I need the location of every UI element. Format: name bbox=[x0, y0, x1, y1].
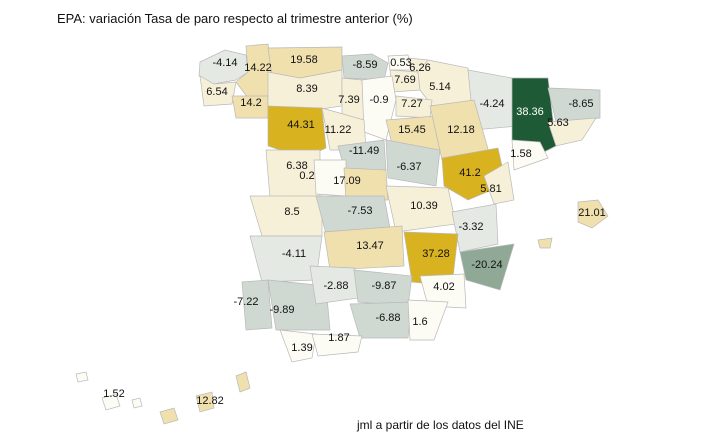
value-label-a-coruna: -4.14 bbox=[212, 57, 237, 69]
value-label-pontevedra: 6.54 bbox=[206, 86, 227, 98]
value-label-almeria: 1.6 bbox=[412, 316, 427, 328]
province-almeria bbox=[407, 299, 449, 341]
value-label-caceres: 8.5 bbox=[284, 206, 299, 218]
value-label-gipuzkoa: 6.26 bbox=[409, 62, 430, 74]
value-label-granada: -6.88 bbox=[375, 312, 400, 324]
value-label-murcia: 4.02 bbox=[433, 281, 454, 293]
value-label-albacete: 37.28 bbox=[422, 248, 450, 260]
value-label-avila: 0.2 bbox=[299, 170, 314, 182]
value-label-sevilla: -9.89 bbox=[269, 304, 294, 316]
value-label-lleida: 38.36 bbox=[516, 106, 544, 118]
province-santa-cruz-de-tenerife bbox=[75, 371, 143, 411]
province-huelva bbox=[241, 279, 273, 331]
value-label-alava: 7.69 bbox=[394, 74, 415, 86]
value-label-tarragona: 1.58 bbox=[510, 148, 531, 160]
value-label-jaen: -9.87 bbox=[371, 280, 396, 292]
value-label-teruel: 41.2 bbox=[459, 167, 480, 179]
value-label-cordoba: -2.88 bbox=[323, 280, 348, 292]
value-label-baleares: 21.01 bbox=[578, 207, 606, 219]
value-label-valencia: -3.32 bbox=[458, 221, 483, 233]
province-guadalajara bbox=[385, 139, 441, 187]
value-label-cuenca: 10.39 bbox=[410, 200, 438, 212]
province-las-palmas bbox=[159, 371, 251, 425]
value-label-zamora: 44.31 bbox=[287, 119, 315, 131]
value-label-salamanca: 6.38 bbox=[286, 160, 307, 172]
value-label-malaga: 1.87 bbox=[328, 332, 349, 344]
province-murcia bbox=[419, 273, 467, 309]
province-cantabria bbox=[341, 53, 389, 81]
province-granada bbox=[349, 301, 413, 339]
value-label-burgos: -0.9 bbox=[370, 94, 389, 106]
value-label-cadiz: 1.39 bbox=[291, 342, 312, 354]
value-label-lugo: 14.22 bbox=[244, 62, 272, 74]
value-label-girona: -8.65 bbox=[568, 98, 593, 110]
value-label-leon: 8.39 bbox=[296, 83, 317, 95]
value-label-guadalajara: -6.37 bbox=[396, 161, 421, 173]
value-label-alicante: -20.24 bbox=[471, 259, 502, 271]
province-tarragona bbox=[511, 139, 549, 171]
province-barcelona bbox=[547, 117, 597, 147]
value-label-valladolid: 11.22 bbox=[325, 124, 352, 136]
value-label-ourense: 14.2 bbox=[240, 97, 261, 109]
value-label-ciudad-real: 13.47 bbox=[356, 240, 384, 252]
value-label-santa-cruz-de-tenerife: 1.52 bbox=[103, 388, 124, 400]
value-label-badajoz: -4.11 bbox=[282, 248, 306, 260]
value-label-las-palmas: 12.82 bbox=[196, 395, 224, 407]
value-label-la-rioja: 7.27 bbox=[401, 98, 422, 110]
province-madrid bbox=[343, 167, 389, 201]
province-castellon bbox=[483, 161, 515, 205]
value-label-madrid: 17.09 bbox=[333, 175, 361, 187]
value-label-soria: 15.45 bbox=[398, 124, 426, 136]
value-label-barcelona: 5.63 bbox=[547, 117, 568, 129]
value-label-huesca: -4.24 bbox=[479, 98, 504, 110]
province-baleares bbox=[537, 199, 609, 249]
value-label-toledo: -7.53 bbox=[347, 205, 372, 217]
province-cadiz bbox=[279, 329, 317, 363]
province-pontevedra bbox=[199, 75, 237, 107]
province-layer bbox=[75, 43, 609, 425]
value-label-zaragoza: 12.18 bbox=[447, 124, 475, 136]
province-girona bbox=[547, 87, 601, 123]
province-malaga bbox=[311, 333, 363, 357]
source-credit: jml a partir de los datos del INE bbox=[357, 418, 524, 432]
value-label-castellon: 5.81 bbox=[480, 183, 501, 195]
value-label-cantabria: -8.59 bbox=[352, 59, 377, 71]
value-label-palencia: 7.39 bbox=[338, 94, 359, 106]
value-label-layer: -4.14 14.22 19.58 -8.59 0.536.267.69 5.14 6.54… bbox=[103, 54, 605, 407]
map-title: EPA: variación Tasa de paro respecto al … bbox=[57, 11, 413, 26]
value-label-navarra: 5.14 bbox=[429, 81, 450, 93]
value-label-asturias: 19.58 bbox=[290, 54, 318, 66]
value-label-segovia: -11.49 bbox=[349, 145, 379, 157]
province-ciudad-real bbox=[323, 225, 405, 271]
province-alicante bbox=[459, 243, 515, 291]
value-label-bizkaia: 0.53 bbox=[390, 57, 411, 69]
value-label-huelva: -7.22 bbox=[233, 296, 258, 308]
